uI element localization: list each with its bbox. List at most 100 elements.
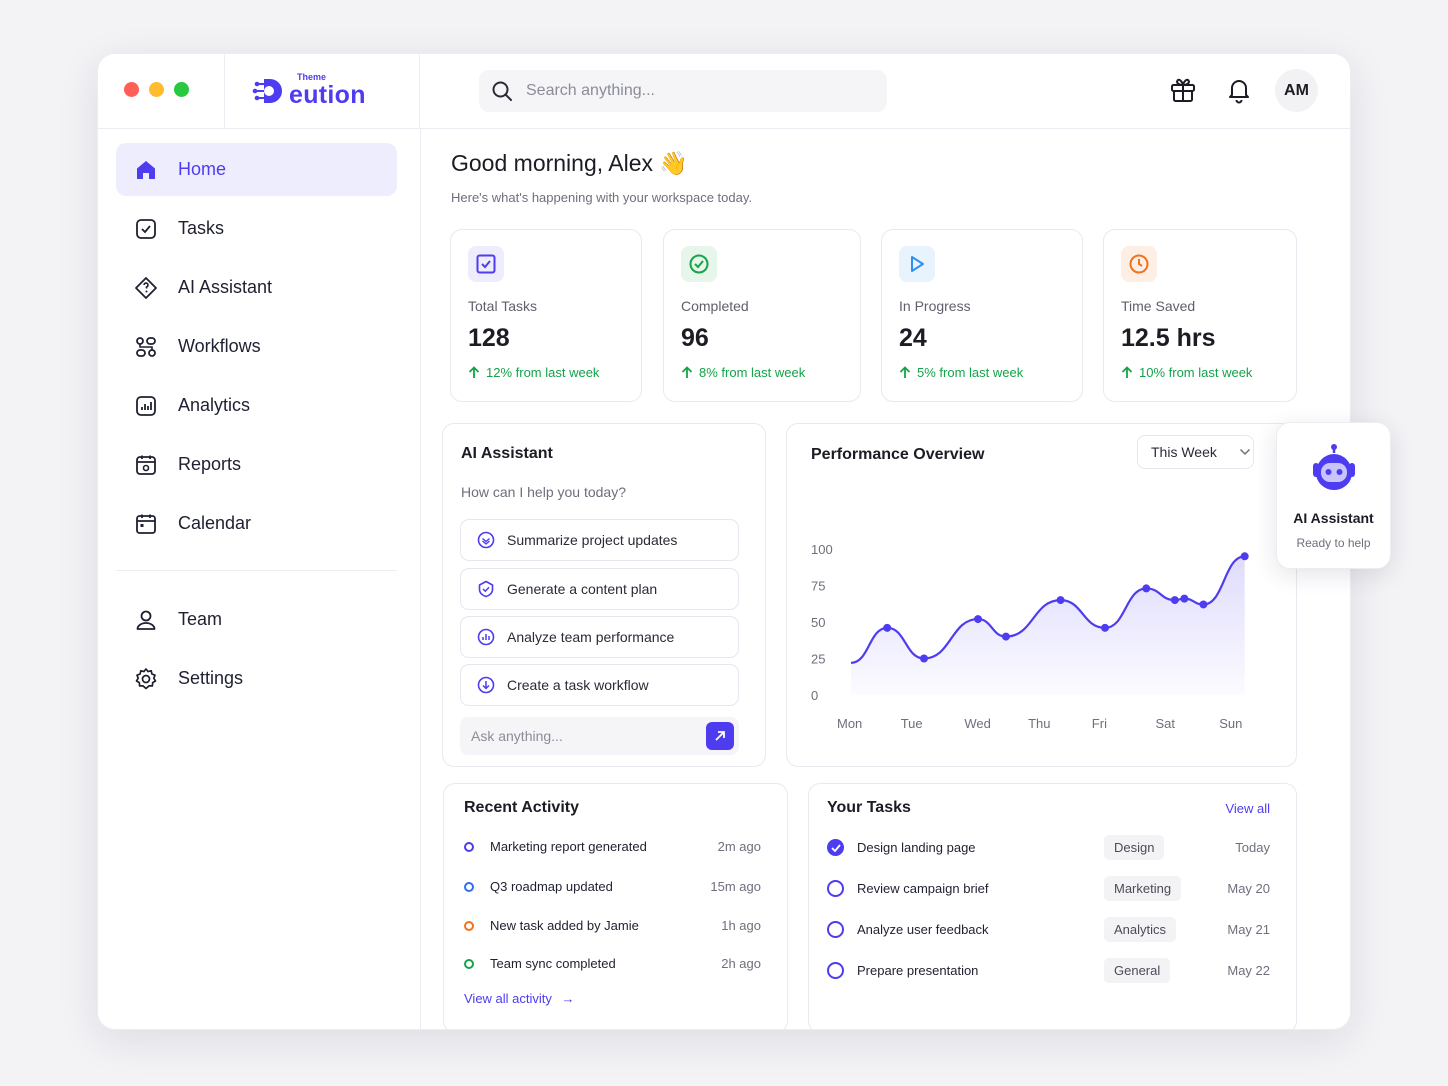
- sidebar-item-calendar[interactable]: Calendar: [116, 497, 397, 550]
- ai-assistant-subtitle: How can I help you today?: [461, 484, 626, 500]
- period-select-value: This Week: [1151, 444, 1217, 460]
- ai-assistant-card: AI Assistant How can I help you today? S…: [442, 423, 766, 767]
- status-dot-icon: [464, 881, 474, 892]
- maximize-window-button[interactable]: [174, 82, 189, 97]
- ai-option-create-workflow[interactable]: Create a task workflow: [460, 664, 739, 706]
- floating-ai-assistant[interactable]: AI Assistant Ready to help: [1276, 422, 1391, 569]
- send-button[interactable]: [706, 722, 734, 750]
- sidebar-item-settings[interactable]: Settings: [116, 652, 397, 705]
- greeting-text: Good morning, Alex: [451, 150, 654, 176]
- ai-option-analyze-team[interactable]: Analyze team performance: [460, 616, 739, 658]
- stat-change: 8% from last week: [681, 365, 860, 380]
- chart-data-point: [1180, 594, 1189, 603]
- floating-ai-subtitle: Ready to help: [1296, 536, 1371, 550]
- activity-item[interactable]: New task added by Jamie 1h ago: [464, 918, 761, 933]
- user-avatar[interactable]: AM: [1275, 69, 1318, 112]
- brand-name: eution: [289, 80, 366, 109]
- task-row[interactable]: Prepare presentation General May 22: [827, 958, 1270, 983]
- stat-change-text: 10% from last week: [1139, 365, 1253, 380]
- checkbox-icon[interactable]: [827, 962, 844, 979]
- sidebar-item-home[interactable]: Home: [116, 143, 397, 196]
- gift-icon[interactable]: [1169, 76, 1197, 104]
- task-row[interactable]: Design landing page Design Today: [827, 835, 1270, 860]
- sidebar-item-label: Reports: [178, 454, 242, 474]
- task-row[interactable]: Review campaign brief Marketing May 20: [827, 876, 1270, 901]
- search-icon: [492, 81, 512, 101]
- stat-label: Completed: [681, 298, 749, 314]
- activity-text: Q3 roadmap updated: [490, 879, 613, 894]
- period-select[interactable]: This Week: [1137, 435, 1254, 469]
- checkbox-icon[interactable]: [827, 921, 844, 938]
- sidebar-item-workflows[interactable]: Workflows: [116, 320, 397, 373]
- checkbox-icon: [468, 246, 504, 282]
- stat-value: 24: [899, 324, 927, 352]
- analytics-icon: [136, 395, 156, 416]
- ai-option-summarize[interactable]: Summarize project updates: [460, 519, 739, 561]
- sidebar-item-reports[interactable]: Reports: [116, 438, 397, 491]
- sidebar-item-team[interactable]: Team: [116, 593, 397, 646]
- activity-time: 2m ago: [717, 839, 761, 854]
- bell-icon[interactable]: [1225, 76, 1253, 104]
- page-subtitle: Here's what's happening with your worksp…: [451, 190, 752, 205]
- minimize-window-button[interactable]: [149, 82, 164, 97]
- chart-data-point: [883, 623, 892, 632]
- activity-item[interactable]: Q3 roadmap updated 15m ago: [464, 879, 761, 894]
- x-tick-label: Sun: [1219, 716, 1242, 731]
- header-divider: [98, 128, 1350, 129]
- x-tick-label: Tue: [901, 716, 923, 731]
- status-dot-icon: [464, 958, 474, 969]
- sidebar-divider: [420, 128, 421, 1029]
- view-all-tasks-link[interactable]: View all: [1225, 801, 1270, 816]
- view-all-activity-link[interactable]: View all activity →: [464, 991, 575, 1006]
- activity-item[interactable]: Team sync completed 2h ago: [464, 956, 761, 971]
- x-tick-label: Wed: [964, 716, 991, 731]
- sidebar-item-tasks[interactable]: Tasks: [116, 202, 397, 255]
- sidebar-item-label: Workflows: [178, 336, 261, 356]
- sidebar-item-label: Settings: [178, 668, 244, 688]
- ask-anything-input[interactable]: Ask anything...: [460, 717, 739, 755]
- summarize-icon: [477, 531, 495, 549]
- y-tick-label: 0: [811, 688, 818, 703]
- checkbox-icon[interactable]: [827, 880, 844, 897]
- stat-label: In Progress: [899, 298, 971, 314]
- search-bar[interactable]: Search anything...: [479, 70, 887, 112]
- search-input[interactable]: Search anything...: [526, 82, 655, 99]
- ai-option-label: Create a task workflow: [507, 677, 649, 693]
- stat-card-completed[interactable]: Completed 96 8% from last week: [663, 229, 861, 402]
- chart-data-point: [1001, 632, 1010, 641]
- activity-text: New task added by Jamie: [490, 918, 639, 933]
- sidebar-item-analytics[interactable]: Analytics: [116, 379, 397, 432]
- chart-data-point: [1170, 596, 1179, 605]
- gear-icon: [135, 667, 157, 689]
- ai-option-content-plan[interactable]: Generate a content plan: [460, 568, 739, 610]
- chart-area-fill: [851, 556, 1245, 695]
- sidebar-nav: Home Tasks AI Assistant Workflows Analyt…: [116, 143, 397, 711]
- x-tick-label: Sat: [1156, 716, 1176, 731]
- chart-data-point: [1056, 596, 1065, 605]
- y-tick-label: 100: [811, 542, 833, 557]
- task-tag: Marketing: [1104, 876, 1182, 901]
- play-icon: [899, 246, 935, 282]
- stat-label: Time Saved: [1121, 298, 1196, 314]
- brand-logo[interactable]: Theme eution: [224, 54, 420, 128]
- close-window-button[interactable]: [124, 82, 139, 97]
- activity-item[interactable]: Marketing report generated 2m ago: [464, 839, 761, 854]
- stat-change: 12% from last week: [468, 365, 641, 380]
- ai-assistant-title: AI Assistant: [461, 445, 553, 462]
- chart-data-point: [1101, 623, 1109, 632]
- y-tick-label: 75: [811, 579, 825, 594]
- window-controls: [124, 82, 189, 97]
- task-row[interactable]: Analyze user feedback Analytics May 21: [827, 917, 1270, 942]
- ai-option-label: Generate a content plan: [507, 581, 658, 597]
- task-date: May 22: [1227, 963, 1270, 978]
- sidebar-item-label: Home: [178, 159, 227, 179]
- task-tag: General: [1104, 958, 1171, 983]
- stat-card-in-progress[interactable]: In Progress 24 5% from last week: [881, 229, 1083, 402]
- stat-card-time-saved[interactable]: Time Saved 12.5 hrs 10% from last week: [1103, 229, 1297, 402]
- checkbox-checked-icon[interactable]: [827, 839, 844, 856]
- y-tick-label: 50: [811, 615, 825, 630]
- sidebar-item-ai-assistant[interactable]: AI Assistant: [116, 261, 397, 314]
- chart-data-point: [1240, 552, 1249, 561]
- stat-card-total-tasks[interactable]: Total Tasks 128 12% from last week: [450, 229, 642, 402]
- sidebar-item-label: Tasks: [178, 218, 225, 238]
